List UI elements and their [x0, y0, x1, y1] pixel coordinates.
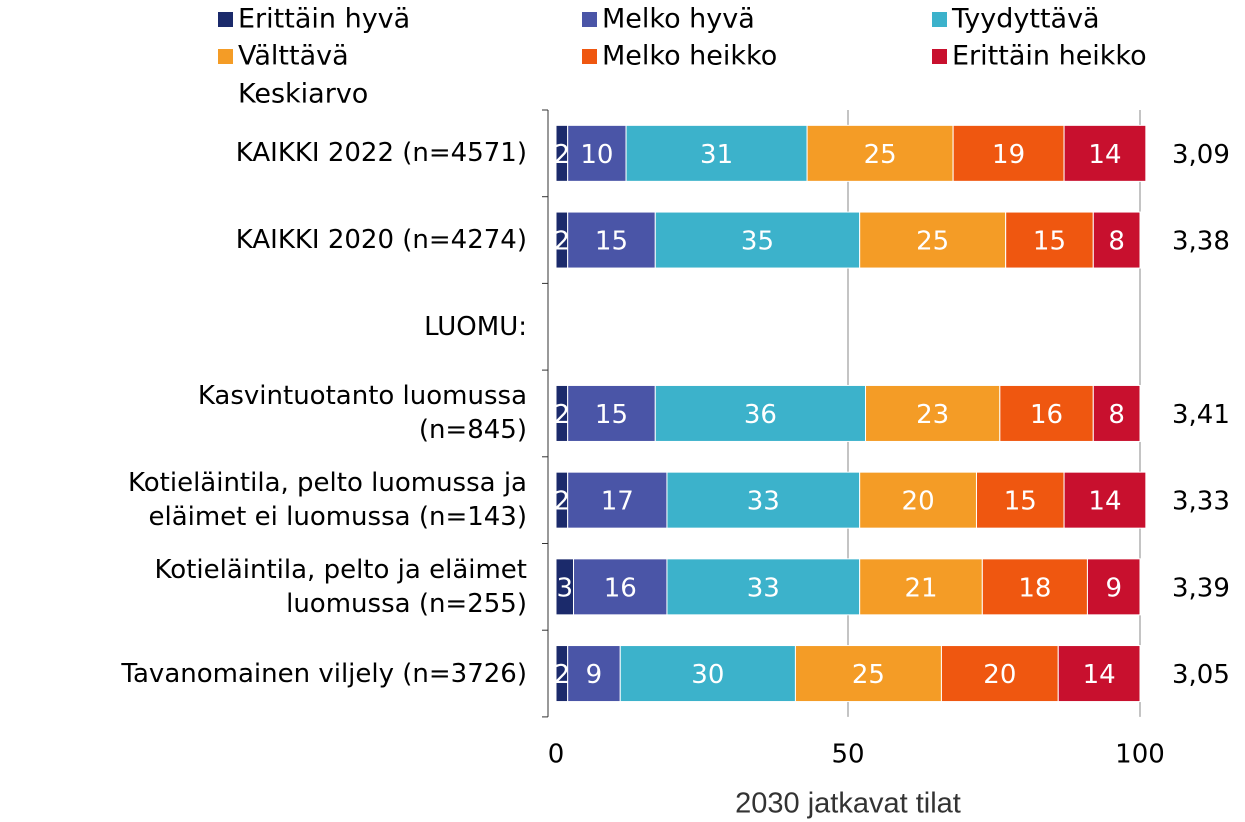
bar-value-label: 31	[700, 140, 733, 170]
average-label: 3,41	[1172, 400, 1230, 430]
category-label: LUOMU:	[424, 311, 527, 342]
bar-value-label: 33	[747, 487, 780, 517]
bar-value-label: 36	[744, 400, 777, 430]
x-axis-title: 2030 jatkavat tilat	[735, 788, 961, 820]
bar-segment	[1063, 124, 1147, 182]
bar-segment	[666, 558, 861, 616]
bar-value-label: 25	[916, 227, 949, 257]
bar-segment	[1005, 211, 1094, 269]
bar-value-label: 15	[1004, 487, 1037, 517]
legend-label: Melko heikko	[602, 41, 777, 72]
bar-value-label: 8	[1108, 400, 1125, 430]
bar-value-label: 30	[691, 660, 724, 690]
category-label: KAIKKI 2020 (n=4274)	[235, 225, 527, 256]
bar-value-label: 10	[580, 140, 613, 170]
bar-segment	[859, 558, 983, 616]
legend-label: Keskiarvo	[238, 79, 368, 110]
bar-value-label: 35	[741, 227, 774, 257]
legend-label: Erittäin hyvä	[238, 4, 410, 35]
bar-segment	[654, 211, 861, 269]
bar-value-label: 16	[604, 573, 637, 603]
bar-segment	[794, 645, 942, 703]
bar-value-label: 8	[1108, 227, 1125, 257]
bar-value-label: 21	[904, 573, 937, 603]
average-label: 3,39	[1172, 573, 1230, 603]
bar-value-label: 14	[1088, 487, 1121, 517]
x-tick-label: 50	[831, 740, 864, 770]
bar-value-label: 2	[554, 660, 571, 690]
bar-segment	[952, 124, 1065, 182]
bar-value-label: 33	[747, 573, 780, 603]
bar-segment	[859, 211, 1007, 269]
legend-marker	[932, 12, 947, 27]
bar-segment	[573, 558, 668, 616]
category-label: KAIKKI 2022 (n=4571)	[235, 138, 527, 169]
legend-label: Tyydyttävä	[951, 4, 1100, 35]
legend-marker	[218, 49, 233, 64]
bar-segment	[567, 645, 621, 703]
bar-segment	[1092, 211, 1141, 269]
legend-label: Melko hyvä	[602, 4, 755, 35]
bar-value-label: 25	[852, 660, 885, 690]
average-label: 3,05	[1172, 660, 1230, 690]
bar-segment	[654, 384, 867, 442]
bar-value-label: 23	[916, 400, 949, 430]
average-label: 3,33	[1172, 487, 1230, 517]
bar-segment	[806, 124, 954, 182]
bar-value-label: 9	[586, 660, 603, 690]
x-tick-label: 0	[548, 740, 565, 770]
average-label: 3,38	[1172, 227, 1230, 257]
bar-segment	[940, 645, 1059, 703]
bar-value-label: 2	[554, 227, 571, 257]
bar-value-label: 14	[1083, 660, 1116, 690]
legend-label: Välttävä	[238, 41, 349, 72]
bar-value-label: 15	[595, 400, 628, 430]
bar-segment	[865, 384, 1001, 442]
bar-value-label: 9	[1105, 573, 1122, 603]
average-label: 3,09	[1172, 140, 1230, 170]
bar-value-label: 20	[983, 660, 1016, 690]
bar-segment	[859, 471, 977, 529]
bar-segment	[567, 211, 656, 269]
bar-value-label: 2	[554, 487, 571, 517]
bar-value-label: 3	[556, 573, 573, 603]
category-label: Kotieläintila, pelto ja eläimet luomussa…	[154, 554, 527, 619]
legend-label: Erittäin heikko	[952, 41, 1147, 72]
bar-segment	[625, 124, 808, 182]
bar-segment	[666, 471, 861, 529]
bar-segment	[981, 558, 1088, 616]
bar-value-label: 19	[992, 140, 1025, 170]
legend-marker	[582, 12, 597, 27]
category-label: Kotieläintila, pelto luomussa ja eläimet…	[128, 468, 527, 533]
bar-value-label: 17	[601, 487, 634, 517]
x-tick-label: 100	[1115, 740, 1165, 770]
bar-segment	[567, 384, 656, 442]
category-label: Kasvintuotanto luomussa (n=845)	[197, 381, 527, 446]
bar-segment	[1086, 558, 1141, 616]
bar-value-label: 25	[864, 140, 897, 170]
bar-segment	[567, 124, 627, 182]
bar-value-label: 15	[1033, 227, 1066, 257]
bar-value-label: 20	[902, 487, 935, 517]
bar-value-label: 15	[595, 227, 628, 257]
bar-value-label: 16	[1030, 400, 1063, 430]
legend-marker	[582, 49, 597, 64]
bar-value-label: 14	[1088, 140, 1121, 170]
bar-segment	[1092, 384, 1141, 442]
bar-value-label: 2	[554, 140, 571, 170]
bar-value-label: 18	[1018, 573, 1051, 603]
bar-segment	[1063, 471, 1147, 529]
bar-segment	[999, 384, 1094, 442]
bar-segment	[619, 645, 796, 703]
bar-value-label: 2	[554, 400, 571, 430]
legend-marker	[218, 12, 233, 27]
bar-segment	[1057, 645, 1141, 703]
legend-marker	[932, 49, 947, 64]
category-label: Tavanomainen viljely (n=3726)	[121, 658, 527, 689]
bar-segment	[975, 471, 1065, 529]
